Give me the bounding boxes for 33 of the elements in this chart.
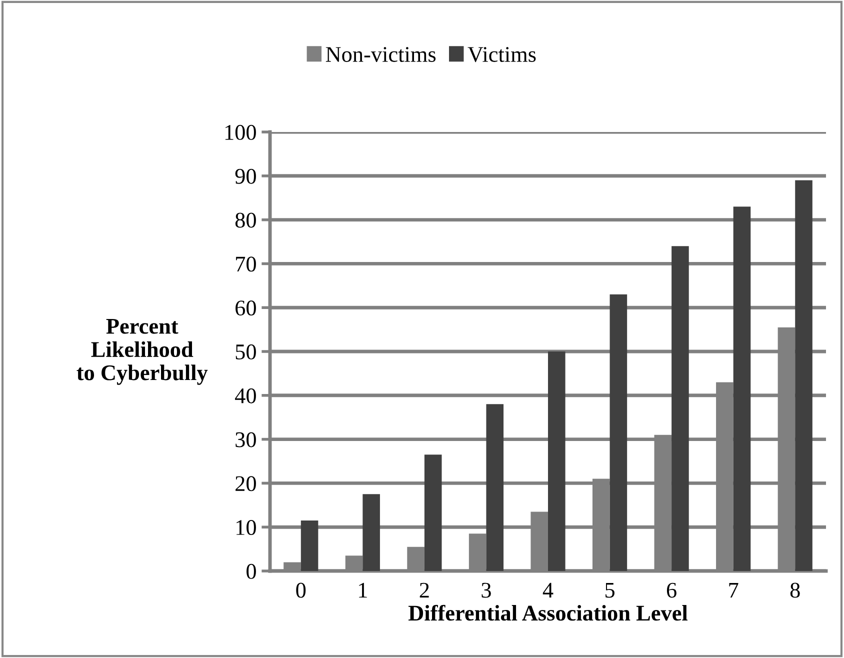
x-tick-label: 6 [666,582,676,598]
bar [424,454,442,571]
x-tick-label: 7 [729,582,738,598]
y-tick-label: 0 [246,564,256,579]
y-tick-label: 20 [236,476,256,492]
bar [733,206,751,571]
x-tick-label: 4 [542,582,554,598]
y-tick-label: 30 [236,432,256,448]
y-tick-label: 70 [236,256,256,272]
y-tick-label: 60 [236,300,256,316]
x-tick-label: 0 [296,582,306,598]
y-tick-label: 90 [235,168,256,184]
bar [610,294,628,571]
y-tick-label: 40 [235,388,256,404]
legend-label: Victims [468,47,536,62]
y-tick-label: 80 [235,212,256,228]
bar [672,246,689,571]
bar [795,180,812,571]
x-tick-label: 2 [420,582,429,598]
y-tick-label: 100 [225,124,256,140]
y-tick-label: 10 [236,520,256,536]
bar [486,404,504,571]
x-tick-label: 8 [790,582,800,598]
x-tick-label: 5 [606,582,614,598]
x-axis-title: Differential Association Level [408,604,688,621]
y-axis-title: Percent Likelihood to Cyberbully [76,319,208,385]
bar [548,352,566,571]
x-tick-label: 3 [482,582,491,598]
y-tick-label: 50 [236,344,256,360]
bar [362,494,380,571]
legend-label: Non-victims [326,47,436,62]
bar [300,520,318,571]
x-tick-label: 1 [359,582,367,598]
